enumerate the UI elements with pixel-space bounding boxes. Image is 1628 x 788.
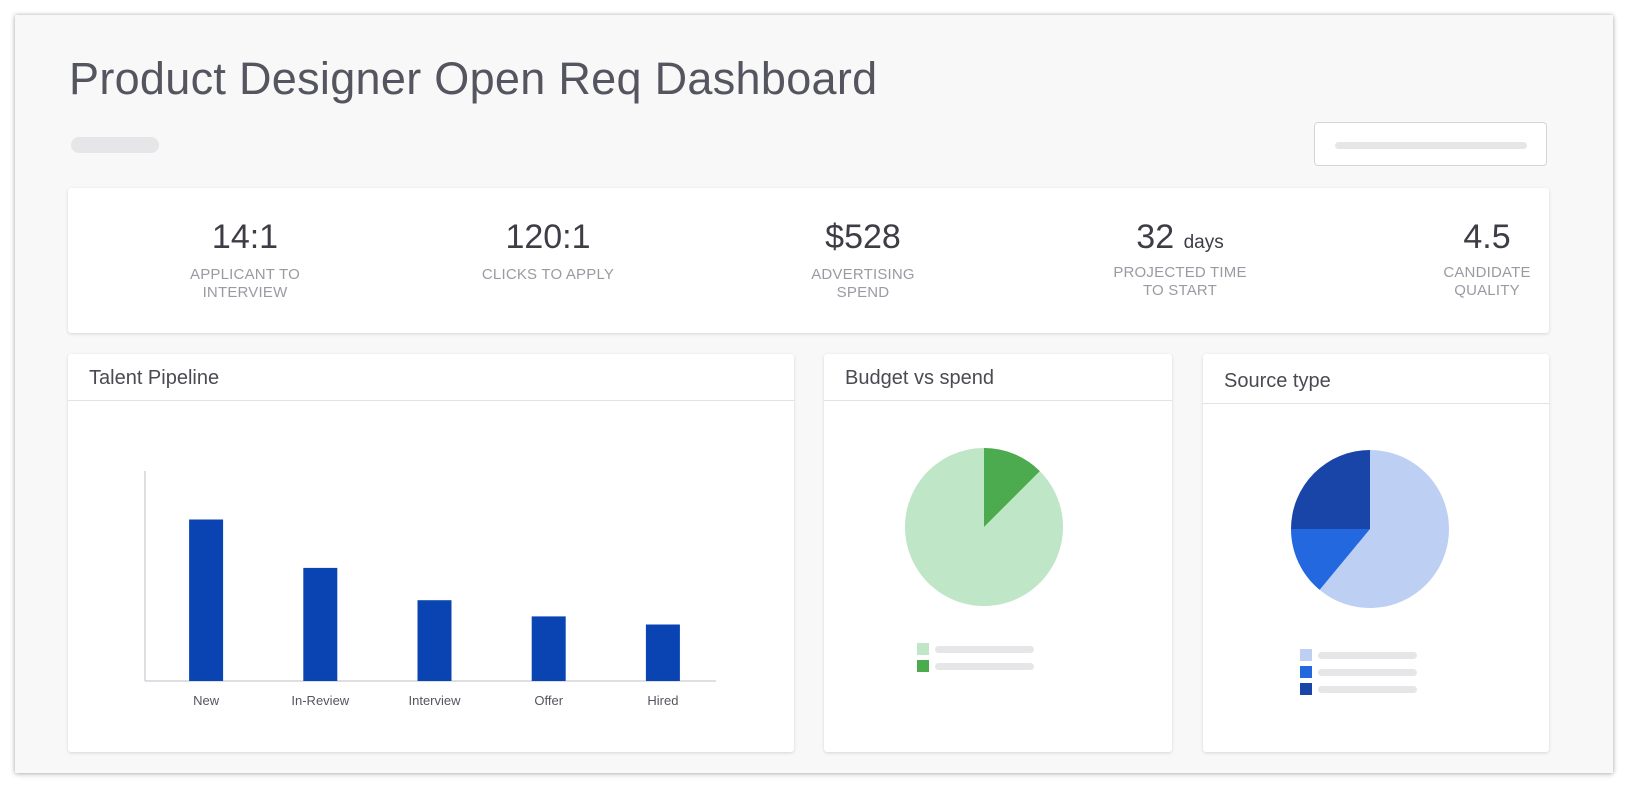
source-type-chart bbox=[1291, 450, 1449, 695]
kpi-value: 32 days bbox=[1136, 218, 1224, 256]
kpi-value: $528 bbox=[825, 218, 901, 256]
talent-pipeline-chart: New In-Review Interview Offer Hired bbox=[144, 471, 716, 708]
legend-swatch bbox=[1300, 666, 1312, 678]
kpi-label: CLICKS TO APPLY bbox=[481, 266, 615, 283]
pie-slice bbox=[1291, 450, 1370, 529]
subtitle-placeholder bbox=[71, 137, 159, 153]
kpi-unit: days bbox=[1183, 232, 1224, 253]
bar-offer bbox=[531, 616, 566, 681]
budget-vs-spend-panel: Budget vs spend bbox=[824, 354, 1172, 752]
kpi-value: 4.5 bbox=[1463, 218, 1511, 256]
budget-vs-spend-chart bbox=[904, 448, 1063, 672]
legend-label-placeholder bbox=[935, 663, 1034, 670]
x-tick-label: Hired bbox=[647, 693, 678, 708]
source-type-panel: Source type bbox=[1203, 354, 1549, 752]
kpi-value: 120:1 bbox=[505, 218, 591, 256]
panel-header: Talent Pipeline bbox=[68, 354, 794, 401]
panel-header: Budget vs spend bbox=[824, 354, 1172, 401]
kpi-value: 14:1 bbox=[211, 218, 279, 256]
panel-title: Source type bbox=[1224, 370, 1331, 392]
kpi-label: ADVERTISING SPEND bbox=[811, 266, 915, 301]
panel-header: Source type bbox=[1203, 354, 1549, 404]
legend-swatch bbox=[917, 643, 929, 655]
legend-swatch bbox=[917, 660, 929, 672]
kpi-label: APPLICANT TO INTERVIEW bbox=[190, 266, 300, 301]
talent-pipeline-panel: Talent Pipeline New In-Review Interview Off… bbox=[68, 354, 794, 752]
bar-interview bbox=[417, 600, 452, 681]
filter-placeholder bbox=[1335, 142, 1527, 149]
page-title: Product Designer Open Req Dashboard bbox=[69, 53, 878, 104]
kpi-label: CANDIDATE QUALITY bbox=[1443, 264, 1531, 299]
x-tick-label: In-Review bbox=[291, 693, 349, 708]
x-tick-label: New bbox=[193, 693, 220, 708]
pie-slice bbox=[1291, 529, 1370, 590]
pie-slice bbox=[984, 448, 1040, 527]
panel-title: Talent Pipeline bbox=[89, 367, 220, 389]
dashboard-frame: Product Designer Open Req Dashboard 14:1… bbox=[15, 15, 1613, 773]
bar-new bbox=[189, 519, 224, 681]
legend-label-placeholder bbox=[1318, 669, 1417, 676]
x-tick-label: Offer bbox=[534, 693, 563, 708]
bar-in-review bbox=[303, 567, 338, 681]
legend-label-placeholder bbox=[935, 646, 1034, 653]
x-tick-label: Interview bbox=[408, 693, 461, 708]
kpi-summary-card: 14:1 APPLICANT TO INTERVIEW 120:1 CLICKS… bbox=[68, 188, 1549, 333]
legend-swatch bbox=[1300, 649, 1312, 661]
filter-select[interactable] bbox=[1314, 122, 1547, 166]
pie-slice bbox=[904, 448, 1063, 606]
legend-swatch bbox=[1300, 683, 1312, 695]
kpi-label: PROJECTED TIME TO START bbox=[1113, 264, 1247, 299]
bar-hired bbox=[645, 624, 680, 681]
pie-slice bbox=[1319, 450, 1449, 608]
panel-title: Budget vs spend bbox=[845, 367, 994, 389]
legend-label-placeholder bbox=[1318, 652, 1417, 659]
legend-label-placeholder bbox=[1318, 686, 1417, 693]
